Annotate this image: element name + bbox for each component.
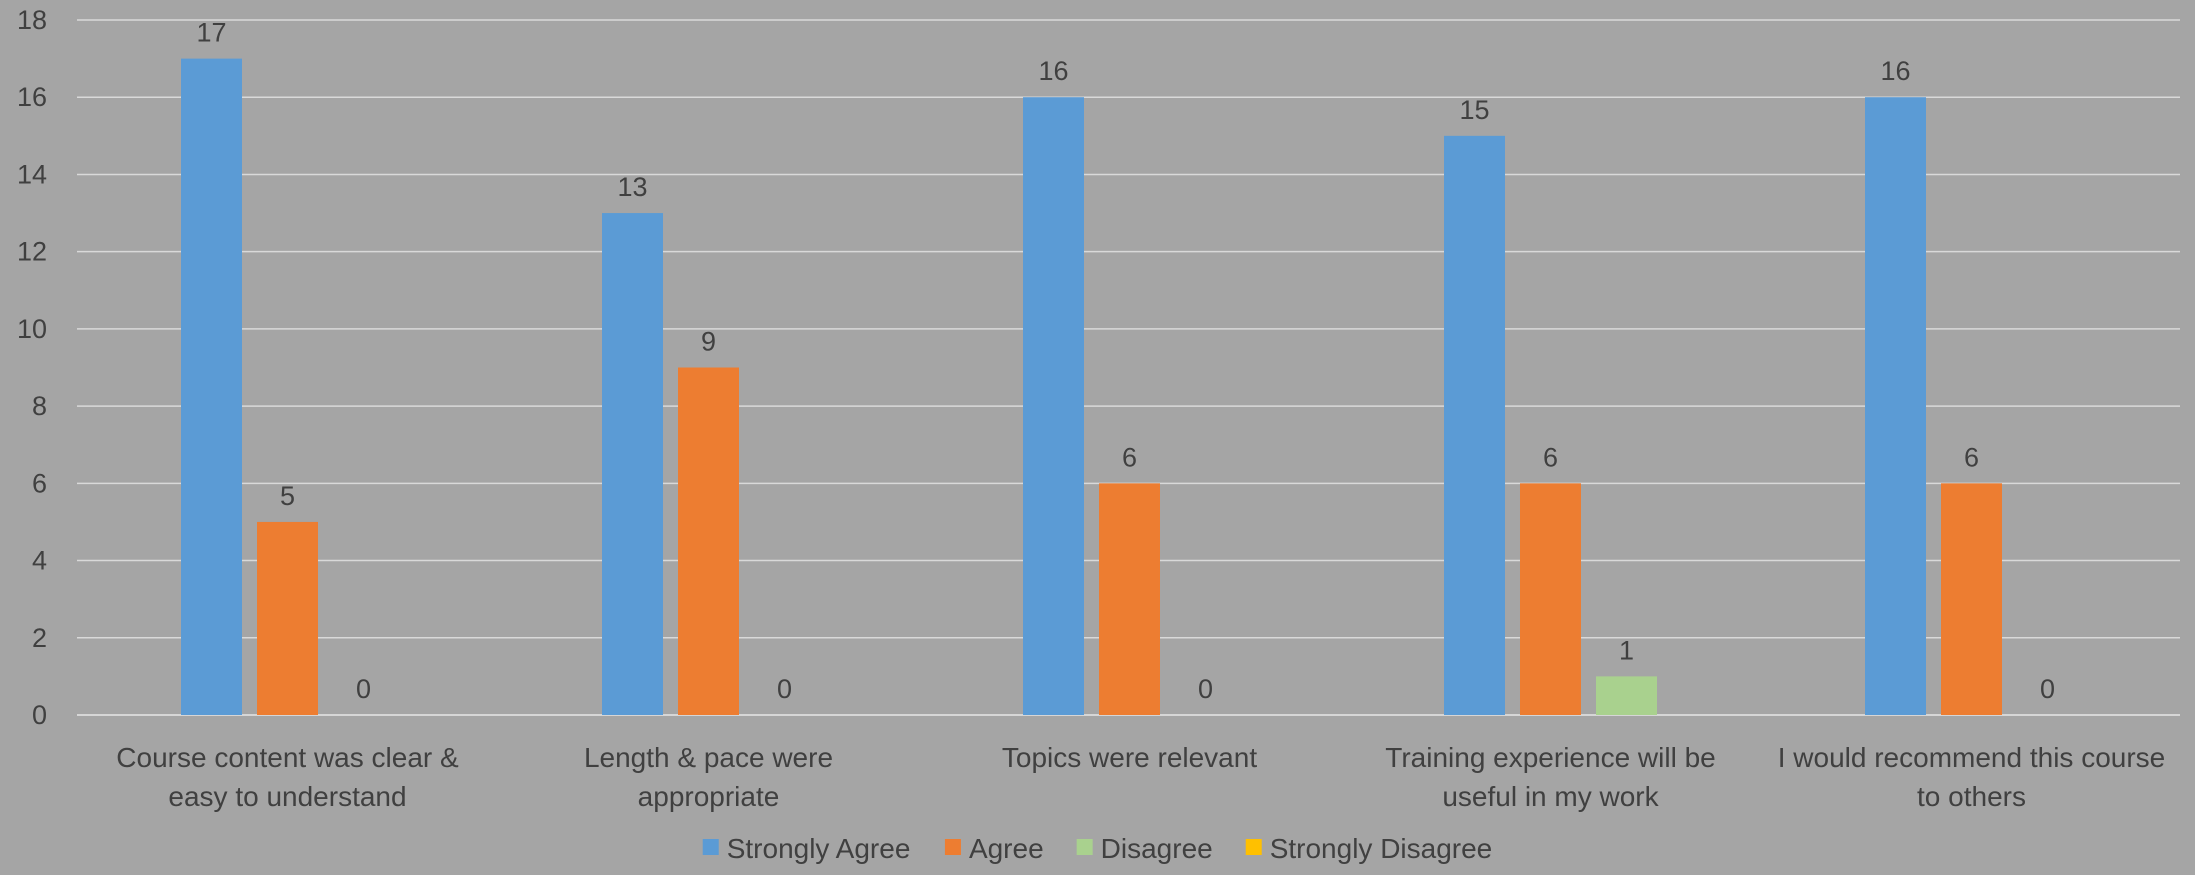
legend-label: Strongly Agree (727, 833, 911, 864)
bar-agree (678, 367, 739, 715)
data-label: 16 (1038, 56, 1068, 86)
legend-label: Disagree (1101, 833, 1213, 864)
legend: Strongly Agree Agree Disagree Strongly Disa… (702, 833, 1493, 864)
data-label: 9 (701, 327, 716, 357)
data-label: 0 (2040, 674, 2055, 704)
x-category-label: useful in my work (1442, 781, 1659, 812)
data-label: 6 (1122, 442, 1137, 472)
legend-swatch (1076, 839, 1093, 855)
data-label: 16 (1880, 56, 1910, 86)
y-tick-label: 10 (17, 314, 47, 344)
legend-swatch (702, 839, 719, 855)
y-tick-label: 8 (32, 391, 47, 421)
y-tick-label: 0 (32, 700, 47, 730)
y-tick-label: 6 (32, 468, 47, 498)
bar-strongly-agree (1444, 135, 1505, 716)
bars (181, 58, 2002, 716)
y-tick-label: 4 (32, 546, 47, 576)
x-category-label: Training experience will be (1385, 742, 1715, 773)
x-category-label: Length & pace were (584, 742, 833, 773)
data-label: 6 (1543, 442, 1558, 472)
y-tick-label: 12 (17, 237, 47, 267)
bar-disagree (1596, 676, 1657, 715)
bar-agree (1520, 483, 1581, 715)
x-category-label: appropriate (638, 781, 780, 812)
y-tick-label: 16 (17, 82, 47, 112)
data-label: 1 (1619, 635, 1634, 665)
data-label: 6 (1964, 442, 1979, 472)
y-tick-label: 14 (17, 159, 47, 189)
data-label: 5 (280, 481, 295, 511)
bar-strongly-agree (181, 58, 242, 716)
y-axis-ticks: 0 2 4 6 8 10 12 14 16 18 (17, 5, 47, 730)
data-label: 15 (1459, 95, 1489, 125)
data-label: 13 (617, 172, 647, 202)
bar-strongly-agree (1865, 97, 1926, 715)
y-tick-label: 18 (17, 5, 47, 35)
bar-strongly-agree (1023, 97, 1084, 715)
x-category-label: Course content was clear & (116, 742, 459, 773)
x-axis-categories: Course content was clear & easy to unders… (116, 742, 2165, 812)
bar-agree (1099, 483, 1160, 715)
legend-label: Strongly Disagree (1270, 833, 1493, 864)
legend-swatch (1245, 839, 1262, 855)
x-category-label: to others (1917, 781, 2026, 812)
data-label: 17 (196, 18, 226, 48)
bar-strongly-agree (602, 213, 663, 716)
gridlines (77, 19, 2180, 716)
legend-label: Agree (969, 833, 1044, 864)
x-category-label: Topics were relevant (1002, 742, 1257, 773)
y-tick-label: 2 (32, 623, 47, 653)
data-label: 0 (777, 674, 792, 704)
data-label: 0 (1198, 674, 1213, 704)
data-label: 0 (356, 674, 371, 704)
bar-agree (1941, 483, 2002, 715)
x-category-label: easy to understand (168, 781, 406, 812)
legend-swatch (944, 839, 961, 855)
bar-agree (257, 521, 318, 715)
data-labels: 17 5 0 13 9 0 16 6 0 15 6 1 16 6 0 (196, 18, 2055, 704)
x-category-label: I would recommend this course (1778, 742, 2166, 773)
